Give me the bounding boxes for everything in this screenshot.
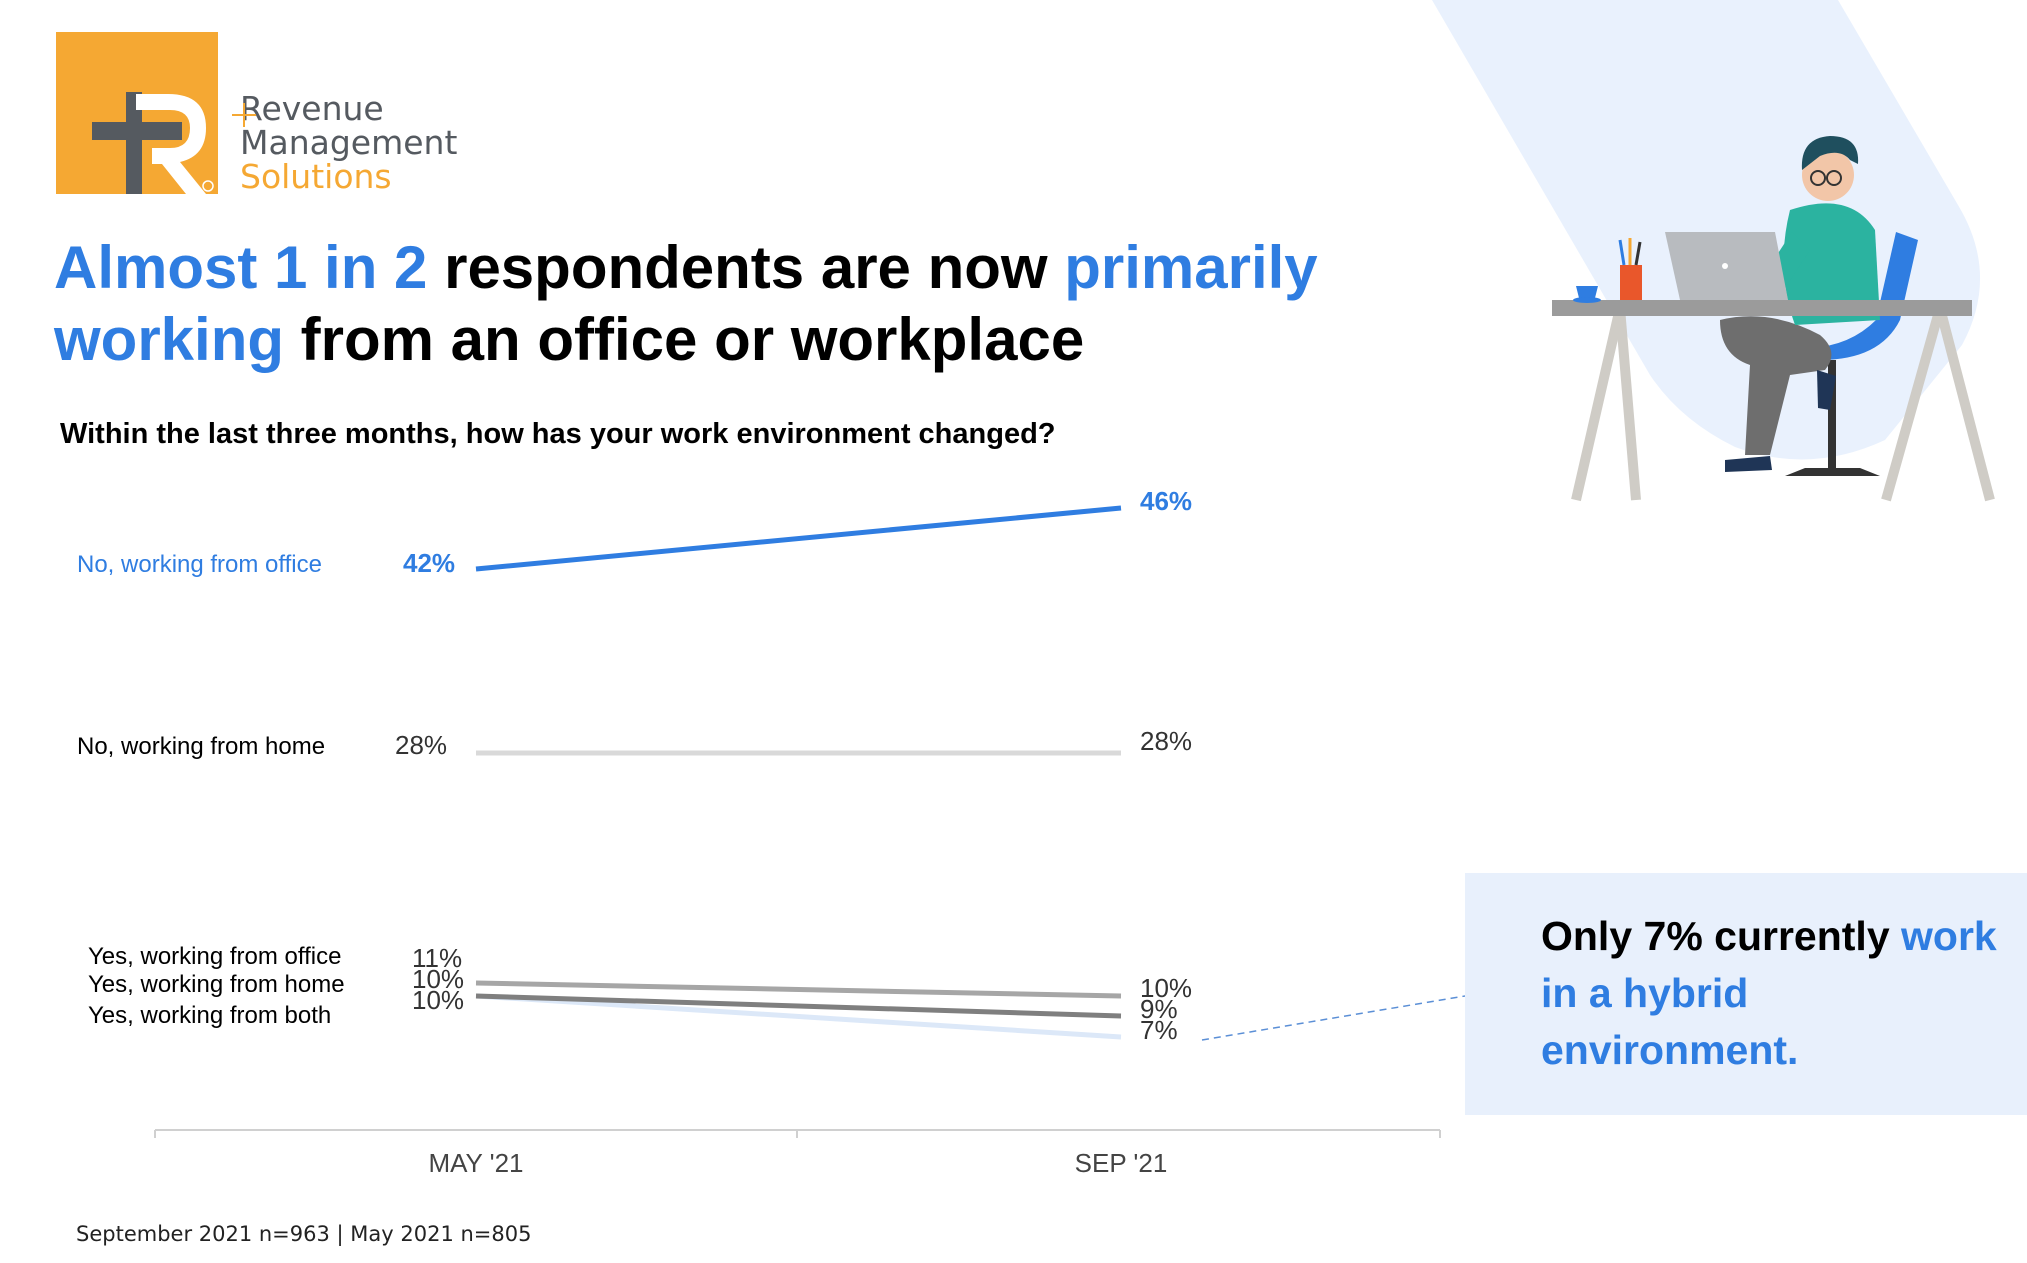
data-label: 10% [1140,973,1192,1003]
desk-leg [1571,306,1625,502]
person-torso [1783,203,1880,325]
callout-text: Only 7% currently work in a hybrid envir… [1541,908,2011,1079]
brand-line-3: Solutions [240,157,392,196]
legend-label: No, working from home [77,733,325,760]
callout-line-2: work in a hybrid environment. [1541,913,1997,1073]
desk-leg [1935,306,1995,502]
data-label: 10% [412,985,464,1015]
callout-line-1: Only 7% currently [1541,913,1902,959]
coffee-cup-icon [1576,286,1598,298]
logo [56,32,218,194]
logo-mark-icon [92,92,214,194]
desk-leg [1615,307,1641,501]
legend-label: No, working from office [77,551,322,578]
brand-line-2: Management [240,123,458,162]
chair-base [1785,468,1880,476]
data-label: 10% [412,964,464,994]
series-line [475,993,1122,1019]
pencil-cup-icon [1620,265,1642,300]
brand-line-1: Revenue [240,89,384,128]
series-line [475,980,1122,999]
callout-box [1465,873,2027,1115]
series-line [475,993,1122,1040]
data-label: 11% [412,943,462,973]
data-label: 28% [1140,726,1192,756]
data-label: 28% [395,730,447,760]
data-label: 7% [1140,1015,1178,1045]
x-tick-label: SEP '21 [1075,1148,1168,1178]
chart-title: Within the last three months, how has yo… [60,418,1056,450]
data-label: 46% [1140,486,1192,516]
title-text-2: from an office or workplace [284,306,1085,373]
person-shoe [1725,456,1772,472]
title-text-1: respondents are now [427,234,1065,301]
title-highlight-1: Almost 1 in 2 [54,234,428,301]
footnote: September 2021 n=963 | May 2021 n=805 [76,1222,532,1246]
title-highlight-2: primarily working [54,234,1318,373]
desk-top [1552,300,1972,316]
person-legs [1720,316,1832,455]
glasses [1826,170,1842,186]
person-shoe [1817,370,1836,410]
person-hair [1801,136,1859,170]
data-label: 9% [1140,994,1178,1024]
desk-leg [1881,306,1945,502]
glasses [1810,170,1826,186]
x-tick-label: MAY '21 [428,1148,523,1178]
data-label: 42% [403,548,455,578]
chair-seat [1810,232,1918,360]
legend-label: Yes, working from office [88,943,341,970]
person-at-desk-illustration [1552,136,1995,502]
brand-plus-icon [232,103,256,127]
legend-label: Yes, working from home [88,971,345,998]
brand-name: Revenue Management Solutions [240,92,457,194]
page-title: Almost 1 in 2 respondents are now primar… [54,232,1414,376]
legend-label: Yes, working from both [88,1002,331,1029]
series-line [475,505,1122,572]
